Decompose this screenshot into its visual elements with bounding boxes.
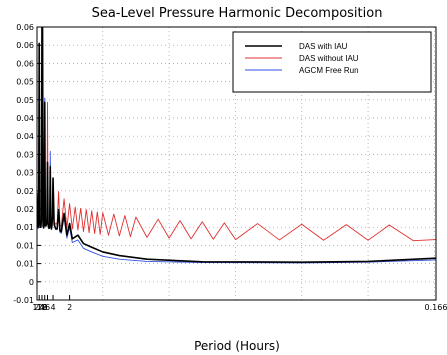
x-tick-label: 2 bbox=[67, 303, 72, 312]
y-tick-label: 0.01 bbox=[16, 223, 34, 232]
legend: DAS with IAU DAS without IAU AGCM Free Run bbox=[232, 31, 432, 93]
y-tick-label: 0.02 bbox=[16, 187, 34, 196]
x-tick-label: 4 bbox=[50, 303, 55, 312]
y-tick-label: 0.06 bbox=[16, 23, 34, 32]
plot-frame bbox=[36, 26, 437, 301]
x-tick-label: 24 bbox=[34, 303, 44, 312]
y-tick-label: 0.05 bbox=[16, 78, 34, 87]
y-tick-label: 0.03 bbox=[16, 150, 34, 159]
x-tick-label: 6 bbox=[45, 303, 50, 312]
y-tick-label: -0.01 bbox=[13, 296, 34, 305]
y-tick-label: 0.03 bbox=[16, 169, 34, 178]
y-tick-label: 0.02 bbox=[16, 205, 34, 214]
x-tick-label: 8 bbox=[42, 303, 47, 312]
y-tick-label: 0.01 bbox=[16, 241, 34, 250]
y-tick-label: 0 bbox=[29, 278, 34, 287]
x-tick-label: 0.166 bbox=[425, 303, 447, 312]
x-tick-label: 12 bbox=[37, 303, 47, 312]
y-tick-label: 0.06 bbox=[16, 59, 34, 68]
legend-label: AGCM Free Run bbox=[299, 66, 359, 75]
x-axis-title: Period (Hours) bbox=[194, 339, 280, 353]
y-axis-ticks: -0.01 0 0.01 0.01 0.01 0.02 0.02 0.03 0.03 0.04 0.… bbox=[13, 23, 41, 305]
y-tick-label: 0.04 bbox=[16, 132, 34, 141]
chart-title: Sea-Level Pressure Harmonic Decompositio… bbox=[92, 6, 383, 21]
x-tick-label: 120 bbox=[32, 303, 47, 312]
legend-box bbox=[232, 31, 432, 93]
legend-label: DAS with IAU bbox=[299, 42, 348, 51]
y-tick-label: 0.01 bbox=[16, 260, 34, 269]
y-tick-label: 0.05 bbox=[16, 96, 34, 105]
series-lines bbox=[37, 27, 436, 264]
legend-label: DAS without IAU bbox=[299, 54, 359, 63]
y-tick-label: 0.04 bbox=[16, 114, 34, 123]
series-line-das-with-iau bbox=[37, 27, 436, 263]
y-tick-label: 0.06 bbox=[16, 41, 34, 50]
